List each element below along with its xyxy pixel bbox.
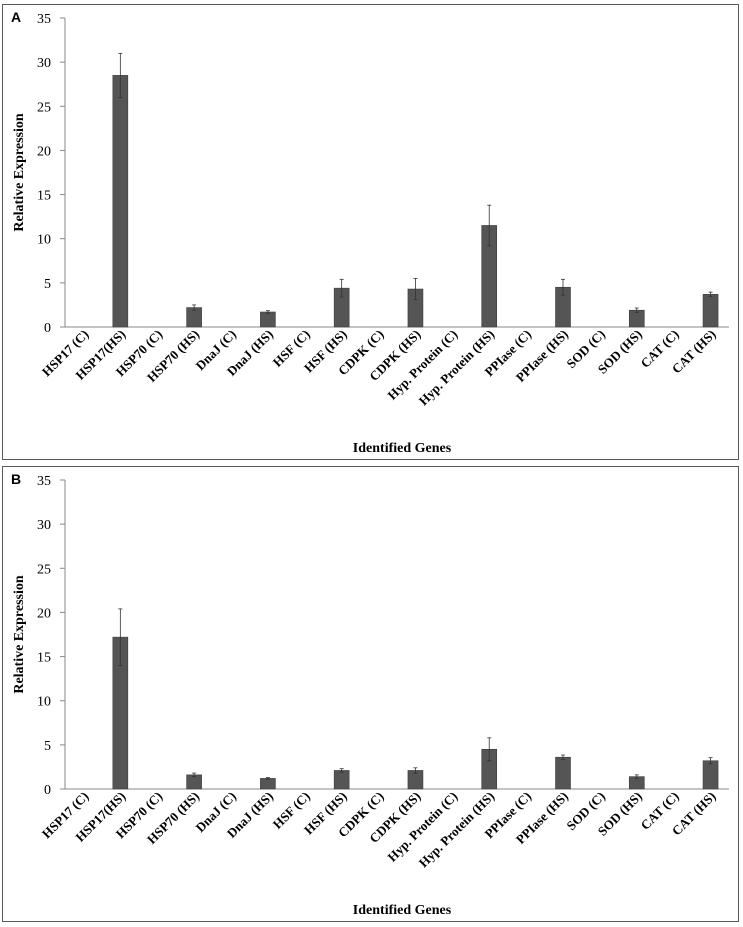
y-tick-label: 25	[37, 562, 51, 577]
y-axis-title: Relative Expression	[12, 113, 27, 232]
y-tick-label: 0	[44, 783, 51, 798]
bar	[112, 75, 129, 328]
y-tick-label: 30	[37, 56, 51, 71]
y-tick-label: 10	[37, 695, 51, 710]
y-axis-title: Relative Expression	[12, 575, 27, 694]
bar	[260, 311, 276, 328]
y-tick-label: 25	[37, 100, 51, 115]
y-tick-label: 20	[37, 606, 51, 621]
y-tick-label: 35	[37, 12, 51, 27]
y-tick-label: 5	[44, 739, 51, 754]
bar	[333, 770, 350, 790]
bar	[702, 294, 719, 328]
y-tick-label: 30	[37, 518, 51, 533]
x-axis-title: Identified Genes	[353, 441, 452, 456]
y-tick-label: 5	[44, 277, 51, 292]
y-tick-label: 35	[37, 474, 51, 489]
panel-b: B 0 5 10 15 20 25 30 35 HSP17 (C) HSP17(HS) HSP70 …	[2, 466, 739, 922]
y-tick-label: 15	[37, 189, 51, 204]
bar	[555, 756, 571, 790]
panel-a: A 0 5 10 15 20 25 30 35 HSP17 (C) HSP17(HS) HSP70 …	[2, 4, 739, 460]
bar	[702, 760, 719, 790]
x-axis-title: Identified Genes	[353, 903, 452, 918]
y-tick-label: 10	[37, 233, 51, 248]
y-tick-label: 20	[37, 144, 51, 159]
bar	[260, 778, 276, 790]
panel-b-label: B	[11, 471, 22, 487]
y-tick-label: 15	[37, 651, 51, 666]
y-tick-label: 0	[44, 321, 51, 336]
panel-a-label: A	[11, 9, 22, 25]
